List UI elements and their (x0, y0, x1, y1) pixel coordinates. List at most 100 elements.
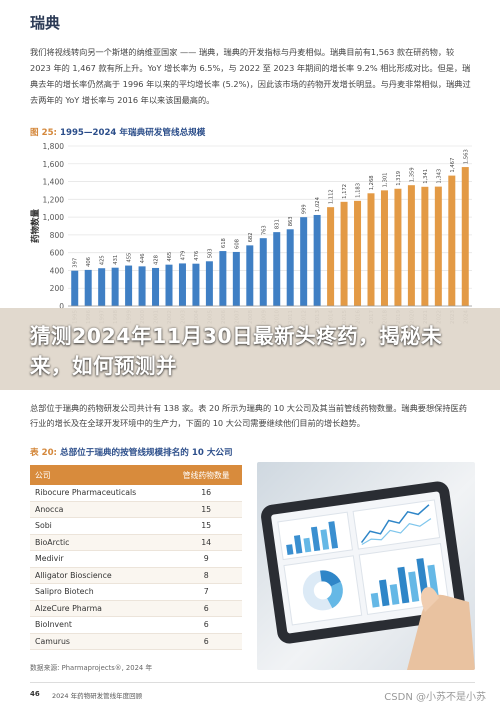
bar (84, 269, 92, 306)
bar (354, 200, 362, 306)
publication-title: 2024 年药物研发管线年度回顾 (52, 692, 143, 700)
table-row: Salipro Biotech 7 (30, 583, 242, 601)
pipeline-bar-chart: 0 200 400 600 800 1,000 1,200 1,400 1,600 1,800 药物… (30, 142, 472, 324)
data-label: 863 (288, 216, 294, 226)
intro-paragraph: 我们将视线转向另一个斯堪的纳维亚国家 —— 瑞典，瑞典的开发指标与丹麦相似。瑞典… (30, 47, 471, 105)
company-name: Medivir (30, 550, 171, 568)
bar (313, 214, 321, 306)
bar (71, 270, 79, 306)
page-number: 46 (30, 690, 40, 698)
company-name: Ribocure Pharmaceuticals (30, 485, 171, 502)
table-row: Camurus 6 (30, 633, 242, 650)
data-label: 1,183 (356, 183, 362, 198)
bar (219, 251, 227, 306)
tablet-illustration (261, 481, 475, 670)
pipeline-count: 6 (170, 633, 242, 650)
bar (178, 263, 186, 306)
company-name: Sobi (30, 517, 171, 535)
table-row: Alligator Bioscience 8 (30, 567, 242, 584)
pipeline-count: 14 (170, 534, 242, 551)
data-label: 397 (73, 258, 79, 268)
bar (165, 264, 173, 306)
footer-divider (30, 682, 475, 683)
data-label: 763 (261, 225, 267, 235)
y-axis-label: 药物数量 (30, 209, 41, 244)
data-label: 1,563 (463, 149, 469, 164)
figure-title: 1995—2024 年瑞典研发管线总规模 (59, 128, 206, 138)
data-label: 1,319 (396, 171, 402, 186)
data-label: 831 (275, 219, 281, 229)
y-tick-label: 1,800 (43, 142, 65, 151)
data-label: 406 (86, 257, 92, 267)
bar (367, 193, 375, 306)
table-title: 总部位于瑞典的按管线规模排名的 10 大公司 (59, 448, 233, 458)
table-row: Ribocure Pharmaceuticals 16 (30, 485, 242, 502)
table-row: BioArctic 14 (30, 534, 242, 551)
table-row: Medivir 9 (30, 550, 242, 568)
data-label: 476 (194, 251, 200, 261)
bar (138, 266, 146, 306)
data-label: 1,341 (423, 169, 429, 184)
bar (246, 245, 254, 306)
y-tick-label: 200 (50, 284, 65, 293)
company-name: BioArctic (30, 534, 171, 551)
bar (340, 201, 348, 306)
source-note: 数据来源: Pharmaprojects®, 2024 年 (30, 664, 153, 672)
bar (205, 261, 213, 306)
data-label: 503 (207, 248, 213, 258)
table-row: Sobi 15 (30, 517, 242, 535)
data-label: 1,343 (436, 169, 442, 184)
data-label: 428 (154, 255, 160, 265)
bar (461, 167, 469, 306)
bar (434, 186, 442, 306)
data-label: 1,301 (382, 172, 388, 187)
bar (286, 229, 294, 306)
paragraph-2: 总部位于瑞典的药物研发公司共计有 138 家。表 20 所示为瑞典的 10 大公… (30, 403, 467, 428)
company-name: Anocca (30, 501, 171, 518)
section-title: 瑞典 (30, 14, 61, 32)
pipeline-count: 6 (170, 616, 242, 634)
y-tick-label: 1,600 (43, 160, 65, 169)
y-tick-label: 600 (50, 249, 65, 258)
company-name: Camurus (30, 633, 171, 650)
bar (152, 267, 160, 306)
data-label: 446 (140, 253, 146, 263)
y-tick-label: 1,200 (43, 195, 65, 204)
pipeline-count: 7 (170, 583, 242, 601)
table-row: AlzeCure Pharma 6 (30, 600, 242, 617)
bar (192, 263, 200, 306)
data-label: 1,112 (329, 189, 335, 204)
y-tick-label: 800 (50, 231, 65, 240)
table-label: 表 20: (30, 448, 57, 458)
pipeline-count: 9 (170, 550, 242, 568)
bar (407, 185, 415, 306)
table-row: BioInvent 6 (30, 616, 242, 634)
table-header-company: 公司 (30, 465, 171, 485)
watermark: CSDN @小苏不是小苏 (384, 692, 486, 703)
bar (98, 268, 106, 306)
bar (300, 217, 308, 306)
table-caption: 表 20: 总部位于瑞典的按管线规模排名的 10 大公司 (30, 446, 233, 458)
company-name: Alligator Bioscience (30, 567, 171, 584)
figure-label: 图 25: (30, 128, 57, 138)
bar (232, 251, 240, 306)
pipeline-count: 16 (170, 485, 242, 502)
bar (380, 190, 388, 306)
bar (111, 267, 119, 306)
data-label: 455 (127, 253, 133, 263)
headline-banner (0, 308, 500, 390)
pipeline-count: 6 (170, 600, 242, 617)
data-label: 1,359 (409, 167, 415, 182)
bar (327, 207, 335, 306)
y-tick-label: 1,000 (43, 213, 65, 222)
data-label: 425 (100, 255, 106, 265)
data-label: 618 (221, 238, 227, 248)
data-label: 682 (248, 232, 254, 242)
pipeline-count: 15 (170, 517, 242, 535)
bar (273, 232, 281, 306)
top-companies-table: 公司 管线药物数量 Ribocure Pharmaceuticals 16 Ano… (30, 465, 242, 650)
data-label: 608 (234, 239, 240, 249)
bar (448, 175, 456, 306)
figure-caption: 图 25: 1995—2024 年瑞典研发管线总规模 (30, 126, 205, 138)
headline-text: 猜测2024年11月30日最新头疼药，揭秘未来，如何预测并 (30, 324, 443, 378)
